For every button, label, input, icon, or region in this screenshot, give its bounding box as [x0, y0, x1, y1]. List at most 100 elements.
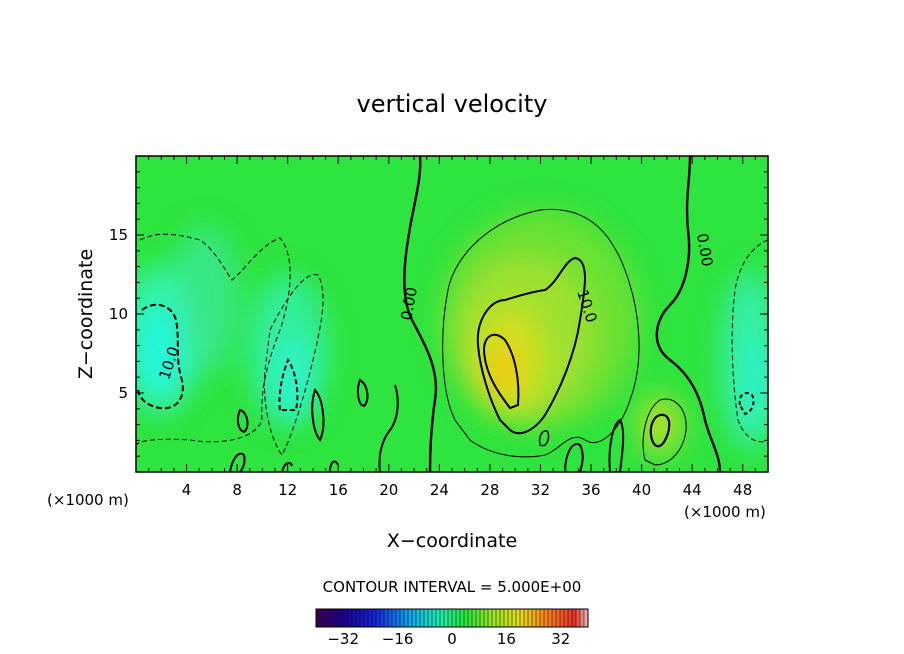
colorbar-swatch — [528, 609, 533, 627]
colorbar-tick-label: −16 — [382, 630, 414, 648]
positive-contour — [482, 333, 520, 410]
colorbar-swatch — [564, 609, 569, 627]
heatmap-field — [136, 156, 768, 472]
colorbar-swatch — [524, 609, 529, 627]
colorbar-swatch — [324, 609, 329, 627]
colorbar-swatch — [320, 609, 325, 627]
x-axis: 4 8 12 16 20 24 28 32 36 40 44 48 — [135, 156, 769, 499]
x-tick-label: 16 — [329, 481, 348, 499]
colorbar-swatch — [476, 609, 481, 627]
colorbar: −32 −16 0 16 32 — [315, 608, 589, 648]
negative-contour — [731, 239, 768, 443]
negative-contour — [263, 274, 324, 456]
x-tick-label: 32 — [531, 481, 550, 499]
colorbar-swatch — [380, 609, 385, 627]
contour-label: 0.00 — [693, 232, 717, 268]
colorbar-swatch — [508, 609, 513, 627]
colorbar-tick-label: 16 — [497, 630, 516, 648]
colorbar-swatch — [340, 609, 345, 627]
colorbar-swatch — [392, 609, 397, 627]
colorbar-swatch — [452, 609, 457, 627]
colorbar-swatch — [416, 609, 421, 627]
negative-contour — [738, 392, 755, 416]
colorbar-swatch — [348, 609, 353, 627]
colorbar-swatch — [336, 609, 341, 627]
zero-contour — [403, 156, 438, 472]
colorbar-swatch — [376, 609, 381, 627]
x-tick-label: 40 — [632, 481, 651, 499]
colorbar-swatch — [396, 609, 401, 627]
colorbar-swatch — [516, 609, 521, 627]
colorbar-swatch — [444, 609, 449, 627]
colorbar-swatch — [352, 609, 357, 627]
colorbar-swatch — [480, 609, 485, 627]
y-tick-label: 5 — [118, 384, 128, 402]
x-tick-label: 44 — [683, 481, 702, 499]
colorbar-swatch — [408, 609, 413, 627]
colorbar-swatch — [500, 609, 505, 627]
colorbar-swatch — [572, 609, 577, 627]
colorbar-swatch — [464, 609, 469, 627]
colorbar-swatch — [436, 609, 441, 627]
colorbar-swatch — [428, 609, 433, 627]
colorbar-swatch — [356, 609, 361, 627]
y-tick-label: 15 — [109, 226, 128, 244]
y-axis-label: Z−coordinate — [75, 249, 97, 379]
colorbar-swatch — [568, 609, 573, 627]
colorbar-swatch — [420, 609, 425, 627]
colorbar-tick-label: 32 — [551, 630, 570, 648]
colorbar-swatch — [556, 609, 561, 627]
x-tick-label: 48 — [733, 481, 752, 499]
colorbar-swatch — [544, 609, 549, 627]
negative-contour — [137, 303, 184, 410]
y-axis: 5 10 15 — [109, 155, 768, 473]
colorbar-swatch — [492, 609, 497, 627]
colorbar-swatch — [364, 609, 369, 627]
x-tick-label: 12 — [278, 481, 297, 499]
colorbar-swatch — [424, 609, 429, 627]
colorbar-swatch — [344, 609, 349, 627]
x-tick-label: 4 — [182, 481, 192, 499]
colorbar-swatch — [432, 609, 437, 627]
x-tick-label: 36 — [581, 481, 600, 499]
colorbar-swatch — [552, 609, 557, 627]
x-tick-label: 28 — [480, 481, 499, 499]
colorbar-swatch — [488, 609, 493, 627]
colorbar-swatch — [460, 609, 465, 627]
colorbar-swatch — [580, 609, 585, 627]
colorbar-swatch — [400, 609, 405, 627]
colorbar-swatch — [372, 609, 377, 627]
colorbar-tick-label: 0 — [447, 630, 457, 648]
colorbar-swatch — [540, 609, 545, 627]
colorbar-swatch — [496, 609, 501, 627]
colorbar-tick-label: −32 — [327, 630, 359, 648]
positive-contour — [442, 208, 640, 458]
colorbar-swatch — [388, 609, 393, 627]
colorbar-swatch — [332, 609, 337, 627]
positive-contour — [642, 398, 687, 466]
x-tick-label: 20 — [379, 481, 398, 499]
positive-contour — [476, 256, 586, 435]
zero-contour — [378, 384, 399, 472]
y-tick-label: 10 — [109, 305, 128, 323]
chart-title: vertical velocity — [357, 90, 548, 118]
colorbar-swatch — [484, 609, 489, 627]
zero-contour — [655, 156, 722, 472]
x-axis-label: X−coordinate — [387, 530, 517, 552]
colorbar-swatch — [440, 609, 445, 627]
x-tick-label: 8 — [232, 481, 242, 499]
colorbar-swatch — [532, 609, 537, 627]
colorbar-frame — [315, 608, 589, 628]
colorbar-swatch — [456, 609, 461, 627]
contour-lines — [136, 156, 768, 472]
positive-contour — [649, 413, 671, 448]
x-tick-label: 24 — [430, 481, 449, 499]
colorbar-swatch — [512, 609, 517, 627]
colorbar-swatch — [368, 609, 373, 627]
colorbar-swatch — [584, 609, 589, 627]
colorbar-swatch — [520, 609, 525, 627]
contour-interval-label: CONTOUR INTERVAL = 5.000E+00 — [323, 578, 582, 596]
contour-label: 0.00 — [397, 286, 421, 322]
colorbar-swatch — [384, 609, 389, 627]
